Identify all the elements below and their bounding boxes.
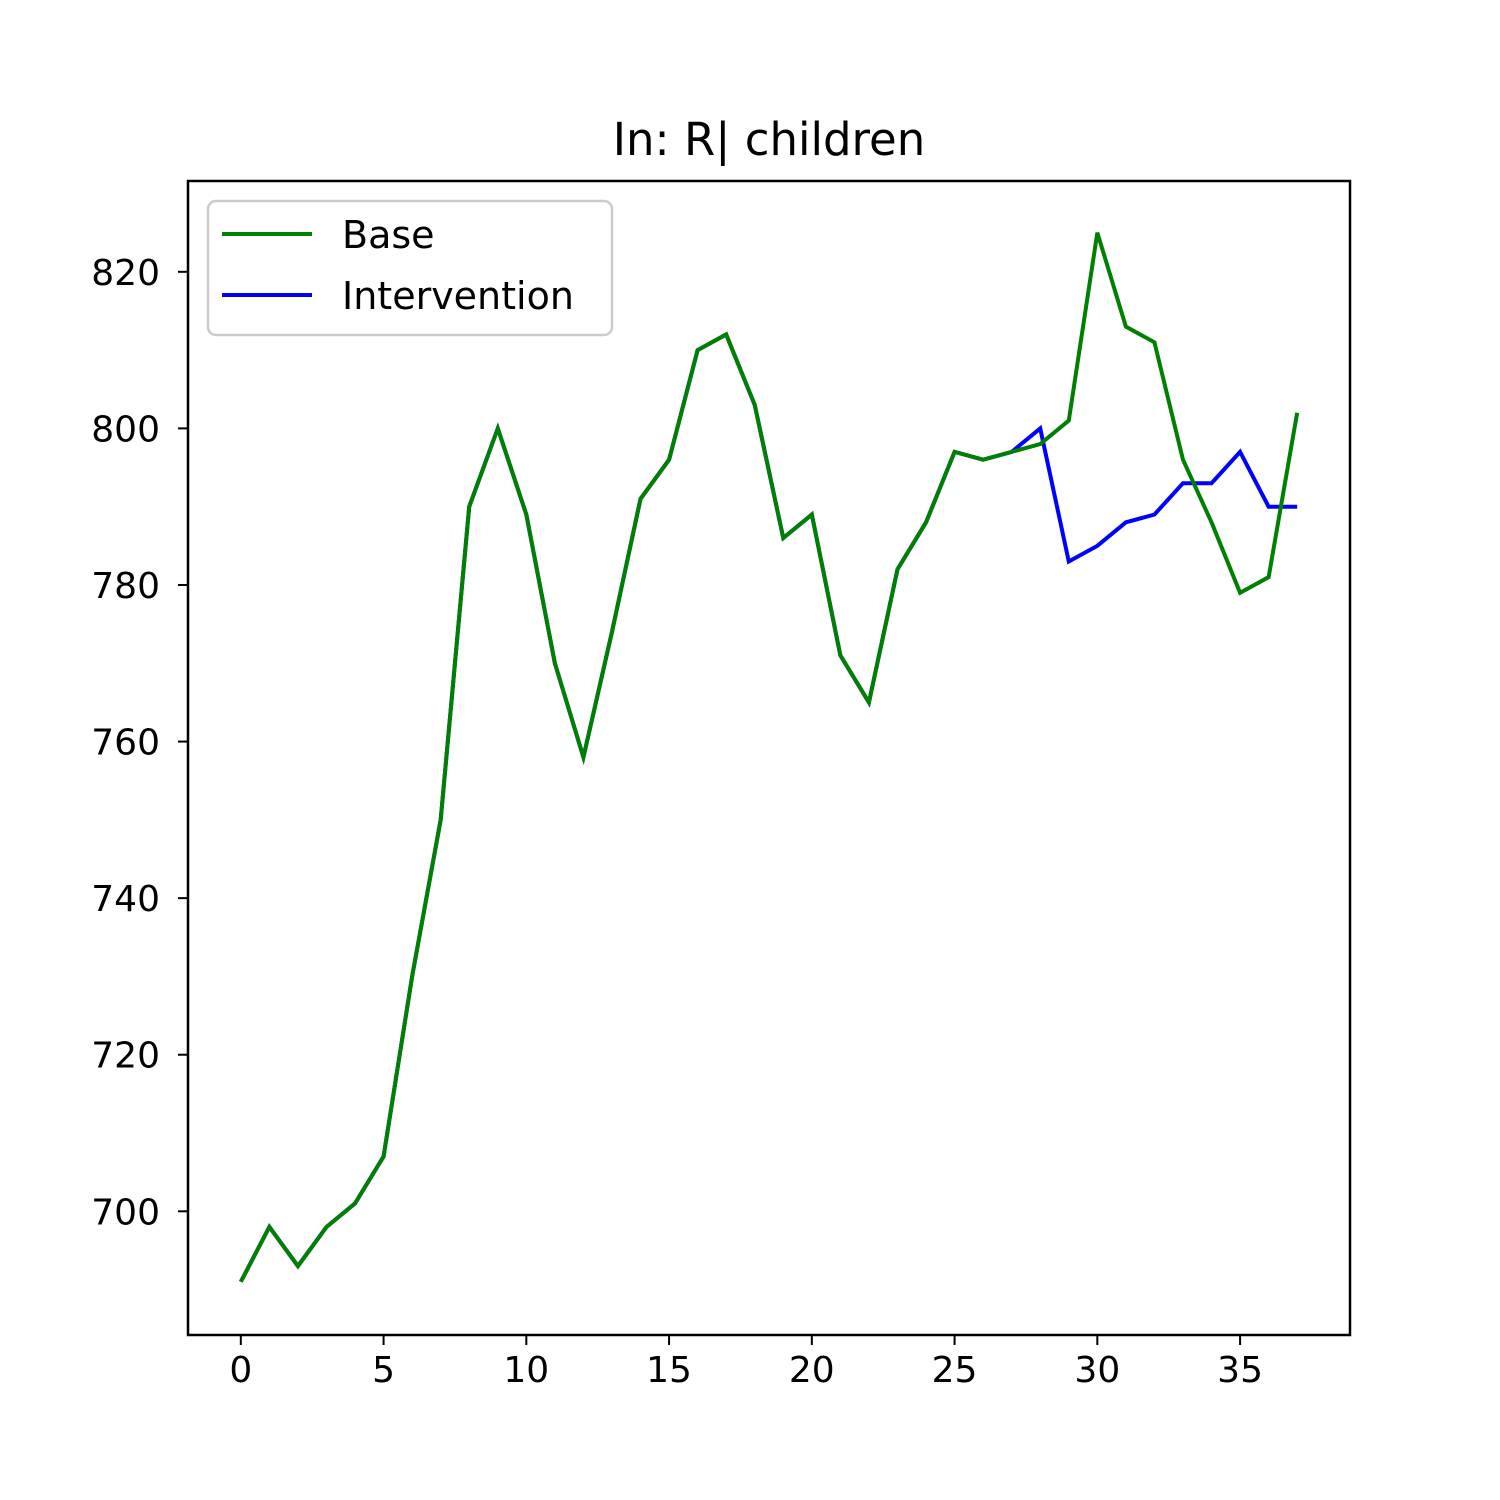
x-axis: 0 5 10 15 20 25 30 35 [229, 1335, 1263, 1391]
y-tick-label: 700 [91, 1192, 160, 1233]
legend-label-intervention: Intervention [342, 274, 574, 318]
legend: Base Intervention [206, 199, 614, 337]
y-tick-label: 800 [91, 409, 160, 450]
x-tick-label: 35 [1217, 1350, 1263, 1391]
x-tick-label: 15 [646, 1350, 692, 1391]
plot-frame [186, 179, 1352, 1337]
legend-label-base: Base [342, 213, 435, 257]
y-tick-label: 820 [91, 253, 160, 294]
x-tick-label: 5 [372, 1350, 395, 1391]
x-tick-label: 10 [503, 1350, 549, 1391]
y-tick-label: 740 [91, 879, 160, 920]
plot-area [188, 181, 1350, 1335]
y-tick-label: 780 [91, 566, 160, 607]
y-tick-label: 760 [91, 723, 160, 764]
chart-title: In: R| children [613, 113, 926, 166]
series-line-base [239, 232, 1300, 1283]
x-tick-label: 30 [1074, 1350, 1120, 1391]
y-tick-label: 720 [91, 1036, 160, 1077]
series-layer [239, 232, 1300, 1283]
x-tick-label: 0 [229, 1350, 252, 1391]
x-tick-label: 25 [932, 1350, 978, 1391]
y-axis: 700 720 740 760 780 800 820 [91, 253, 188, 1233]
x-tick-label: 20 [789, 1350, 835, 1391]
